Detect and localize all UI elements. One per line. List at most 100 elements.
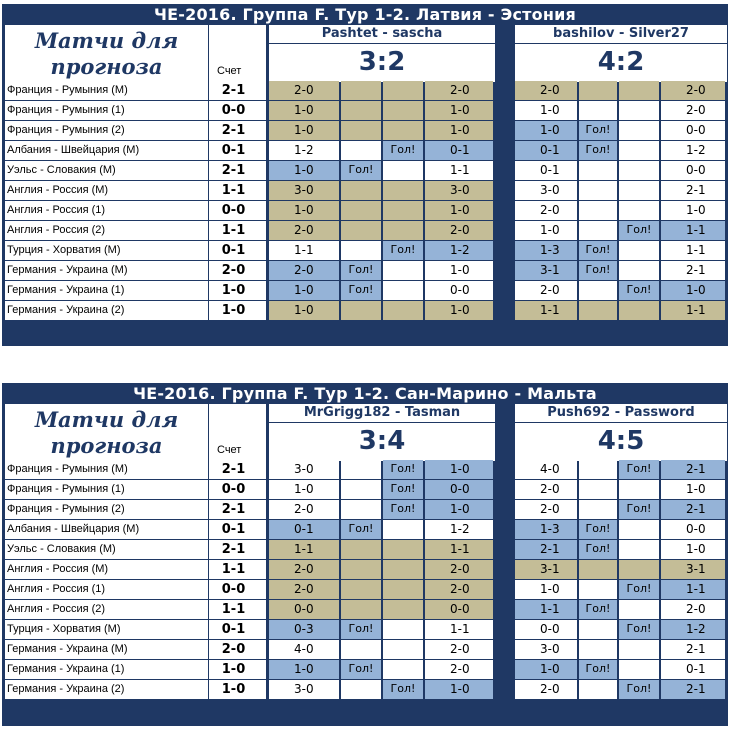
prediction-cell: 1-2 [661,141,725,160]
match-name: Франция - Румыния (2) [5,500,208,519]
prediction-cell: 2-0 [269,500,339,519]
prediction-cell: 1-3 [515,241,577,260]
goal-bonus-cell: Гол! [383,460,423,479]
prediction-cell: 2-0 [425,580,493,599]
match-result: 1-1 [209,600,266,619]
matches-header-text: Матчи для прогноза [5,407,208,459]
prediction-cell: 3-0 [269,680,339,699]
goal-bonus-cell: Гол! [579,261,617,280]
prediction-cell: 1-0 [269,201,339,220]
prediction-cell: 1-0 [269,161,339,180]
goal-bonus-cell [579,221,617,240]
prediction-cell: 0-0 [515,620,577,639]
match-row: Англия - Россия (2) 1-1 0-0 0-0 1-1 Гол! 2-0 [5,600,728,619]
match-result: 0-1 [209,141,266,160]
prediction-cell: 0-1 [661,660,725,679]
goal-bonus-cell [341,500,381,519]
goal-bonus-cell [383,121,423,140]
match-row: Франция - Румыния (1) 0-0 1-0 1-0 1-0 2-0 [5,101,728,120]
match-row: Англия - Россия (1) 0-0 2-0 2-0 1-0 Гол! 1-1 [5,580,728,599]
prediction-cell: 1-0 [425,201,493,220]
goal-bonus-cell [341,221,381,240]
match-result: 1-0 [209,281,266,300]
goal-bonus-cell [579,640,617,659]
prediction-cell: 0-0 [661,161,725,180]
prediction-cell: 1-1 [515,600,577,619]
prediction-cell: 1-0 [269,281,339,300]
match-row: Германия - Украина (2) 1-0 1-0 1-0 1-1 1-1 [5,301,728,320]
match-name: Англия - Россия (М) [5,181,208,200]
goal-bonus-cell [341,181,381,200]
match-name: Франция - Румыния (1) [5,101,208,120]
prediction-cell: 4-0 [269,640,339,659]
matches-header-line1: Матчи для [34,28,179,53]
prediction-cell: 0-0 [661,520,725,539]
score-header: Счет [209,25,266,82]
prediction-cell: 3-0 [269,460,339,479]
match-row: Англия - Россия (2) 1-1 2-0 2-0 1-0 Гол! 1-1 [5,221,728,240]
pair-score: 4:2 [597,47,645,77]
goal-bonus-cell [579,281,617,300]
goal-bonus-cell [383,520,423,539]
match-row: Албания - Швейцария (М) 0-1 1-2 Гол! 0-1 0-1 Г… [5,141,728,160]
prediction-cell: 0-1 [515,141,577,160]
match-result: 1-1 [209,221,266,240]
prediction-cell: 0-1 [425,141,493,160]
pair-names: MrGrigg182 - Tasman [269,404,495,423]
prediction-cell: 2-0 [425,560,493,579]
prediction-cell: 2-1 [661,181,725,200]
goal-bonus-cell: Гол! [383,680,423,699]
goal-bonus-cell [619,301,659,320]
prediction-cell: 3-0 [515,181,577,200]
goal-bonus-cell: Гол! [619,460,659,479]
goal-bonus-cell [341,580,381,599]
prediction-cell: 1-1 [661,580,725,599]
goal-bonus-cell: Гол! [579,540,617,559]
goal-bonus-cell: Гол! [383,500,423,519]
goal-bonus-cell: Гол! [579,520,617,539]
prediction-cell: 1-0 [425,261,493,280]
goal-bonus-cell [383,281,423,300]
goal-bonus-cell [341,121,381,140]
prediction-cell: 0-1 [515,161,577,180]
goal-bonus-cell [341,141,381,160]
match-row: Франция - Румыния (1) 0-0 1-0 Гол! 0-0 2-0 1-0 [5,480,728,499]
prediction-cell: 2-0 [515,480,577,499]
goal-bonus-cell [383,600,423,619]
prediction-cell: 1-0 [269,121,339,140]
prediction-cell: 3-1 [661,560,725,579]
matches-header-line2: прогноза [50,54,163,79]
prediction-cell: 2-0 [661,600,725,619]
match-name: Германия - Украина (1) [5,660,208,679]
goal-bonus-cell: Гол! [341,261,381,280]
goal-bonus-cell: Гол! [619,221,659,240]
goal-bonus-cell [619,81,659,100]
prediction-cell: 0-0 [425,281,493,300]
goal-bonus-cell: Гол! [341,660,381,679]
goal-bonus-cell [619,261,659,280]
goal-bonus-cell: Гол! [383,480,423,499]
match-result: 0-0 [209,480,266,499]
prediction-cell: 1-0 [661,281,725,300]
prediction-cell: 2-0 [515,500,577,519]
prediction-cell: 3-0 [425,181,493,200]
goal-bonus-cell [383,301,423,320]
prediction-cell: 2-1 [515,540,577,559]
goal-bonus-cell [341,640,381,659]
goal-bonus-cell [579,500,617,519]
goal-bonus-cell [383,560,423,579]
prediction-cell: 1-1 [661,241,725,260]
prediction-cell: 1-0 [269,101,339,120]
match-row: Франция - Румыния (М) 2-1 2-0 2-0 2-0 2-0 [5,81,728,100]
prediction-cell: 4-0 [515,460,577,479]
goal-bonus-cell [619,480,659,499]
goal-bonus-cell [383,540,423,559]
goal-bonus-cell [619,101,659,120]
match-result: 1-1 [209,560,266,579]
match-row: Франция - Румыния (М) 2-1 3-0 Гол! 1-0 4-0 Гол… [5,460,728,479]
match-result: 2-0 [209,261,266,280]
goal-bonus-cell [341,460,381,479]
match-result: 2-1 [209,540,266,559]
goal-bonus-cell [341,560,381,579]
prediction-cell: 2-0 [269,560,339,579]
